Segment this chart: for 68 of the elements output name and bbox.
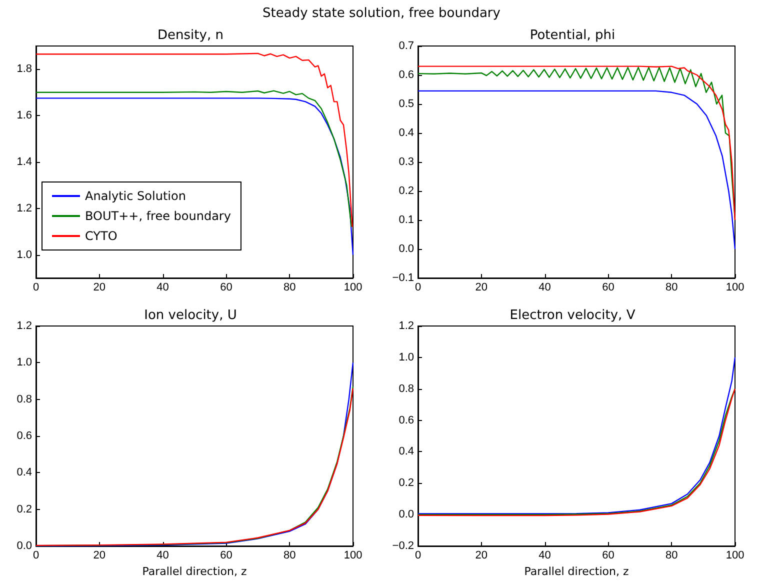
x-tick-label: 60	[220, 550, 232, 562]
x-tick-label: 40	[538, 550, 551, 562]
legend-label: Analytic Solution	[85, 189, 186, 203]
y-tick-label: 1.4	[16, 156, 32, 168]
y-tick-label: 0.2	[16, 503, 32, 516]
x-tick-label: 100	[726, 282, 744, 294]
x-tick-label: 100	[344, 550, 362, 562]
x-tick-label: 20	[93, 282, 106, 294]
y-tick-label: 1.0	[398, 351, 414, 364]
y-tick-label: 0.4	[398, 127, 414, 139]
y-tick-label: 1.0	[16, 248, 32, 261]
y-tick-label: 0.0	[16, 540, 32, 552]
x-tick-label: 20	[475, 550, 488, 562]
y-tick-label: 0.0	[398, 243, 414, 255]
x-tick-label: 20	[93, 550, 106, 562]
y-tick-label: 0.2	[398, 477, 414, 490]
x-tick-label: 100	[344, 282, 362, 294]
x-tick-label: 60	[602, 282, 614, 294]
x-tick-label: 80	[283, 282, 296, 294]
y-tick-label: 0.7	[398, 40, 414, 52]
legend-label: BOUT++, free boundary	[85, 209, 231, 223]
y-tick-label: 1.8	[16, 63, 32, 76]
x-tick-label: 40	[156, 550, 169, 562]
y-tick-label: 1.6	[16, 110, 32, 122]
chart-title: Electron velocity, V	[510, 308, 636, 323]
x-tick-label: 0	[414, 282, 422, 294]
chart-title: Density, n	[158, 28, 224, 43]
x-tick-label: 0	[414, 550, 422, 562]
line-series	[417, 90, 736, 250]
x-tick-label: 80	[665, 282, 678, 294]
x-tick-label: 60	[220, 282, 232, 294]
y-tick-label: 1.2	[16, 202, 32, 214]
x-axis-title: Parallel direction, z	[142, 564, 247, 578]
y-tick-label: 1.2	[16, 320, 32, 332]
x-tick-label: 40	[538, 282, 551, 294]
y-tick-label: 0.1	[398, 214, 414, 226]
y-tick-label: 0.0	[398, 508, 414, 521]
line-series	[35, 98, 354, 256]
x-axis-title: Parallel direction, z	[524, 564, 629, 578]
x-tick-label: 40	[156, 282, 169, 294]
y-tick-label: 0.2	[398, 185, 414, 197]
line-series	[417, 356, 736, 514]
x-tick-label: 0	[32, 550, 40, 562]
y-tick-label: 0.6	[16, 430, 32, 442]
y-tick-label: −0.1	[392, 272, 414, 284]
y-tick-label: 1.0	[16, 356, 32, 369]
x-tick-label: 0	[32, 282, 40, 294]
line-series	[35, 52, 353, 228]
y-tick-label: 0.8	[398, 382, 414, 395]
line-series	[35, 90, 352, 228]
y-tick-label: 0.8	[16, 393, 32, 406]
x-tick-label: 20	[475, 282, 488, 294]
y-tick-label: 0.3	[398, 156, 414, 168]
y-tick-label: −0.2	[392, 540, 414, 552]
y-tick-label: 0.4	[398, 446, 414, 458]
y-tick-label: 0.4	[16, 466, 32, 479]
y-tick-label: 0.6	[398, 414, 414, 426]
y-tick-label: 1.2	[398, 320, 414, 332]
legend-label: CYTO	[85, 229, 118, 243]
chart-title: Ion velocity, U	[144, 308, 237, 323]
x-tick-label: 80	[283, 550, 296, 562]
x-tick-label: 60	[602, 550, 614, 562]
x-tick-label: 100	[726, 550, 744, 562]
y-tick-label: 0.6	[398, 69, 414, 81]
chart-title: Potential, phi	[530, 28, 616, 43]
y-tick-label: 0.5	[398, 98, 414, 110]
x-tick-label: 80	[665, 550, 678, 562]
text: Steady state solution, free boundary	[262, 6, 502, 21]
